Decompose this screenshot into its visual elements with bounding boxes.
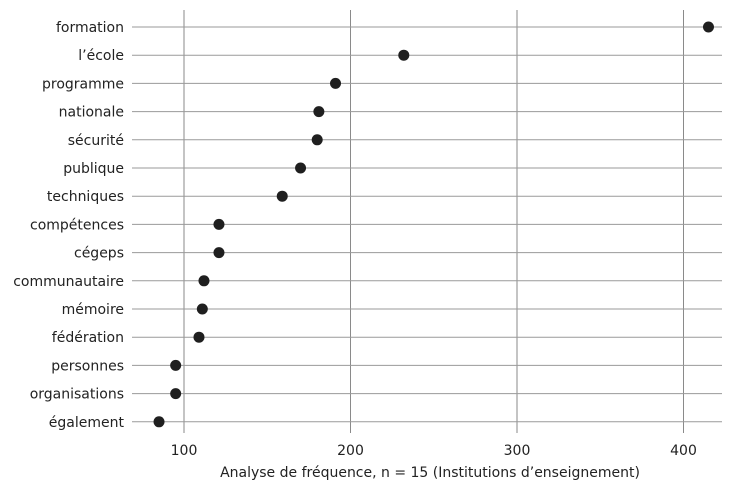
category-rows: formation l’école programme nationale sécuri… [13,20,722,431]
data-point [313,106,325,118]
data-point [702,21,714,33]
y-tick-label: fédération [52,330,124,346]
data-point [398,49,410,61]
data-point [198,275,210,287]
x-tick-label: 200 [337,443,364,459]
data-point [170,359,182,371]
x-axis-ticks: 100 200 300 400 [171,443,697,459]
data-point [170,388,182,400]
data-point [330,77,342,89]
x-axis-title: Analyse de fréquence, n = 15 (Institutio… [220,465,640,481]
y-tick-label: publique [63,161,124,177]
data-point [276,190,288,202]
data-point [193,331,205,343]
y-tick-label: sécurité [68,133,124,149]
data-point [213,247,225,259]
grid-layer [183,10,684,433]
data-point [153,416,165,428]
y-tick-label: formation [56,20,124,36]
data-points [153,21,714,428]
y-tick-label: également [49,415,125,431]
y-tick-label: nationale [59,105,124,121]
y-tick-label: organisations [30,387,124,403]
y-tick-label: compétences [30,217,124,233]
x-tick-label: 100 [171,443,198,459]
y-tick-label: communautaire [13,274,124,290]
y-tick-label: personnes [51,358,124,374]
y-tick-label: mémoire [62,302,124,318]
y-tick-label: cégeps [74,246,124,262]
data-point [213,218,225,230]
data-point [196,303,208,315]
y-tick-label: l’école [78,48,124,64]
y-tick-label: techniques [47,189,124,205]
data-point [295,162,307,174]
y-tick-label: programme [42,76,124,92]
data-point [311,134,323,146]
x-tick-label: 400 [670,443,697,459]
x-tick-label: 300 [504,443,531,459]
